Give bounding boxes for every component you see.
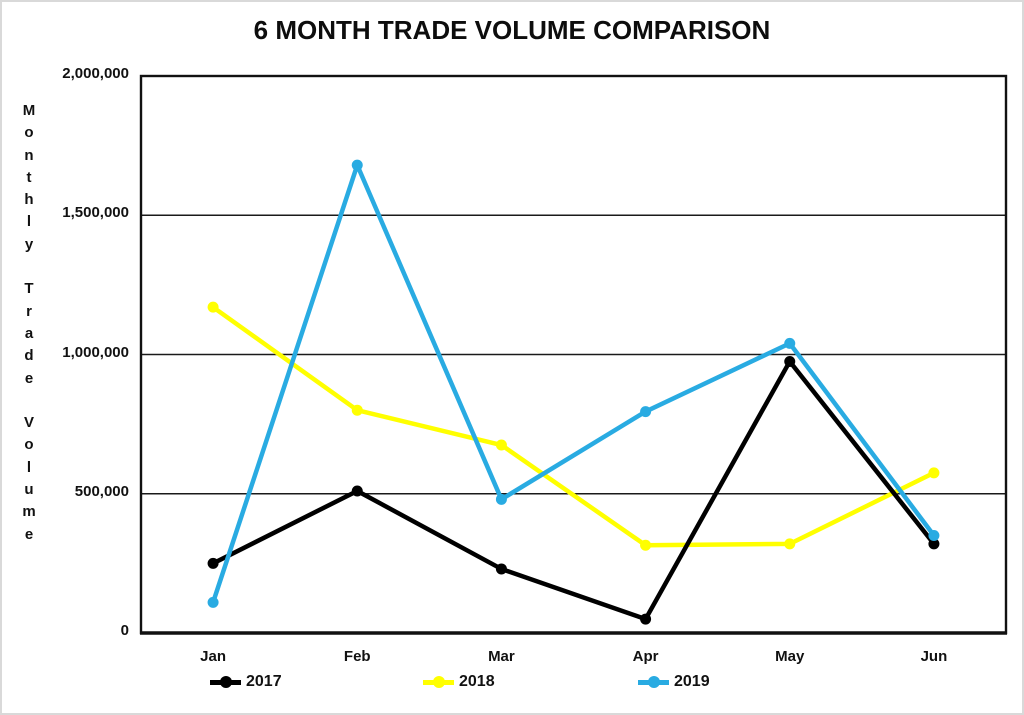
y-tick-label: 2,000,000 xyxy=(62,65,129,82)
x-tick-label: Jan xyxy=(200,648,226,665)
y-axis-title-char: d xyxy=(24,347,34,365)
series-line-2019 xyxy=(210,162,937,605)
data-point-2019-Feb xyxy=(351,159,363,171)
data-point-2017-Jun xyxy=(928,538,940,550)
y-axis-title-char: l xyxy=(26,458,32,476)
legend-line-sample xyxy=(423,676,454,688)
legend-label: 2018 xyxy=(459,673,495,690)
y-axis-title-char: u xyxy=(24,481,34,499)
data-point-2018-Jun xyxy=(928,467,940,479)
y-axis-title-char: e xyxy=(24,369,34,387)
y-axis-title-char: r xyxy=(26,302,32,320)
series-line-2018 xyxy=(210,304,937,548)
data-point-2017-Feb xyxy=(351,485,363,497)
chart-legend: 2017 2018 2019 xyxy=(2,669,1022,701)
y-tick-label: 500,000 xyxy=(74,482,129,500)
y-tick-label: 1,000,000 xyxy=(62,343,129,361)
y-axis-title-char: y xyxy=(24,235,34,253)
x-tick-label: Feb xyxy=(343,648,371,665)
data-point-2017-May xyxy=(784,355,796,367)
legend-marker-dot xyxy=(647,676,660,688)
data-point-2019-May xyxy=(784,337,796,349)
data-point-2018-Apr xyxy=(640,539,652,551)
y-axis-title-char: o xyxy=(24,124,34,142)
legend-item-2019: 2019 xyxy=(638,669,710,695)
y-axis-title-char: h xyxy=(24,191,34,209)
plot-area xyxy=(139,74,1008,635)
legend-line-sample xyxy=(210,676,241,688)
data-point-2019-Apr xyxy=(640,406,652,418)
chart-title: 6 MONTH TRADE VOLUME COMPARISON xyxy=(253,15,771,45)
y-axis-title-char: o xyxy=(24,436,34,454)
x-tick-label: Mar xyxy=(488,648,515,665)
data-point-2018-Feb xyxy=(351,404,363,416)
legend-item-2018: 2018 xyxy=(423,669,495,695)
y-axis-title-char: l xyxy=(26,213,32,231)
data-point-2017-Jan xyxy=(207,557,219,569)
legend-line-sample xyxy=(638,676,669,688)
y-axis-title-char xyxy=(18,256,40,278)
data-point-2018-Mar xyxy=(495,439,507,451)
x-tick-label: Apr xyxy=(632,648,659,665)
data-point-2019-Mar xyxy=(495,493,507,505)
x-tick-label: Jun xyxy=(920,648,948,665)
data-point-2019-Jun xyxy=(928,530,940,542)
y-tick-label: 0 xyxy=(120,622,129,639)
y-axis-title-char: T xyxy=(24,280,34,298)
legend-marker-dot xyxy=(432,676,445,688)
y-axis-title-char: M xyxy=(22,102,36,119)
x-tick-label: May xyxy=(775,648,805,665)
y-axis-title-char: t xyxy=(26,168,32,186)
y-axis-title-char: e xyxy=(24,525,34,543)
y-axis-title-char: n xyxy=(24,146,34,164)
data-point-2017-Mar xyxy=(495,563,507,575)
y-axis-title-char: a xyxy=(24,324,34,342)
data-point-2019-Jan xyxy=(207,596,219,608)
legend-item-2017: 2017 xyxy=(210,669,282,695)
data-point-2018-May xyxy=(784,538,796,550)
y-axis-title-char xyxy=(18,390,40,412)
y-axis-title-char: m xyxy=(22,503,36,521)
data-point-2017-Apr xyxy=(640,613,652,625)
y-tick-label: 1,500,000 xyxy=(62,204,129,222)
legend-label: 2019 xyxy=(674,673,710,690)
series-line-2017 xyxy=(210,359,937,622)
legend-marker-dot xyxy=(219,676,232,688)
y-axis-title-char: V xyxy=(23,414,34,432)
data-point-2018-Jan xyxy=(207,301,219,313)
legend-label: 2017 xyxy=(246,673,282,690)
y-axis-tick-labels: 0 500,000 1,000,000 1,500,000 2,000,000 xyxy=(2,2,129,713)
